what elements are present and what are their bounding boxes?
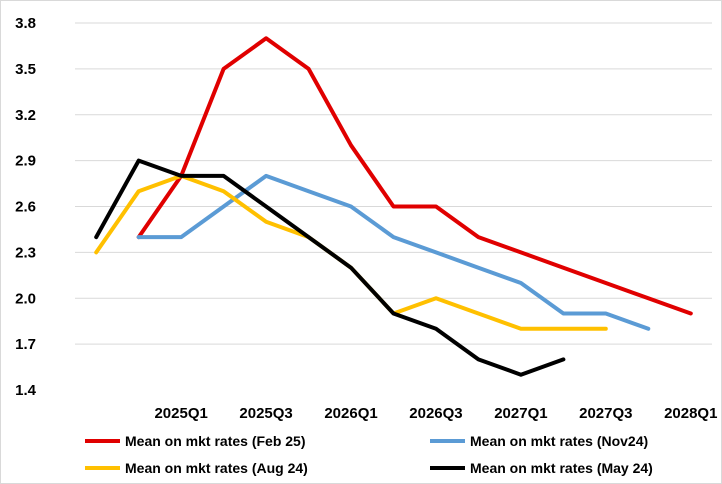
x-tick-label: 2025Q3 xyxy=(239,405,292,422)
legend-label: Mean on mkt rates (Feb 25) xyxy=(125,433,306,449)
x-axis-tick-labels: 2025Q1 2025Q3 2026Q1 2026Q3 2027Q1 2027Q3 2028… xyxy=(154,405,717,422)
legend-label: Mean on mkt rates (May 24) xyxy=(470,460,653,476)
series-line-2 xyxy=(136,173,651,331)
y-tick-label: 2.3 xyxy=(15,244,36,261)
y-tick-label: 2.6 xyxy=(15,199,36,216)
gridlines xyxy=(75,22,712,345)
y-axis-tick-labels: 1.4 1.7 2.0 2.3 2.6 2.9 3.2 3.5 3.8 xyxy=(15,15,37,399)
series-line-4 xyxy=(94,158,566,377)
x-tick-label: 2027Q3 xyxy=(579,405,632,422)
y-tick-label: 2.9 xyxy=(15,153,36,170)
y-tick-label: 1.4 xyxy=(15,382,37,399)
y-tick-label: 2.0 xyxy=(15,290,36,307)
x-tick-label: 2027Q1 xyxy=(494,405,547,422)
x-tick-label: 2028Q1 xyxy=(664,405,717,422)
series-line-1 xyxy=(136,36,693,316)
series-lines xyxy=(94,36,693,377)
legend: Mean on mkt rates (Feb 25) Mean on mkt ra… xyxy=(85,433,653,476)
legend-label: Mean on mkt rates (Nov24) xyxy=(470,433,648,449)
x-tick-label: 2025Q1 xyxy=(154,405,207,422)
y-tick-label: 3.2 xyxy=(15,107,36,124)
y-tick-label: 3.8 xyxy=(15,15,36,32)
x-tick-label: 2026Q3 xyxy=(409,405,462,422)
y-tick-label: 3.5 xyxy=(15,61,36,78)
y-tick-label: 1.7 xyxy=(15,336,36,353)
x-tick-label: 2026Q1 xyxy=(324,405,377,422)
legend-label: Mean on mkt rates (Aug 24) xyxy=(125,460,308,476)
